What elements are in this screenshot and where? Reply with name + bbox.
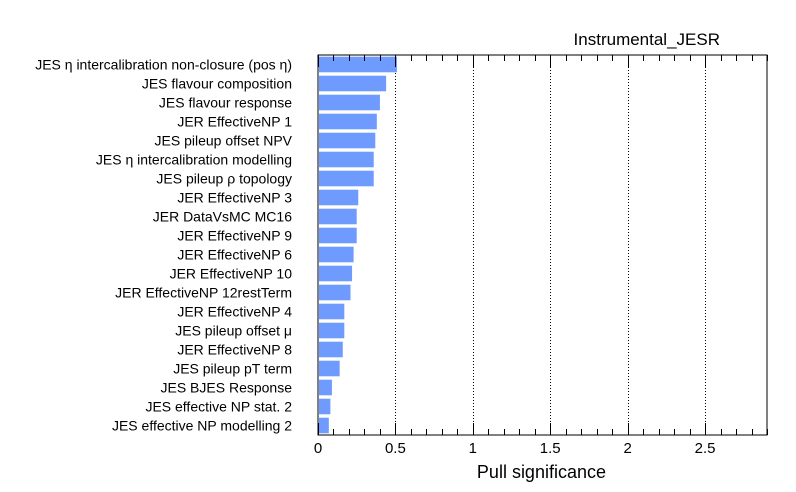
category-label: JES η intercalibration modelling [96,152,292,168]
category-label: JES effective NP modelling 2 [112,418,292,434]
bar [319,151,374,168]
bar [319,284,351,301]
category-label: JER EffectiveNP 9 [177,228,292,244]
bar [319,227,357,244]
x-tick-labels: 0 0.5 1 1.5 2 2.5 [314,440,716,457]
bar [319,341,343,358]
category-label: JER EffectiveNP 3 [177,190,292,206]
category-label: JES pileup offset μ [175,323,292,339]
category-label: JES BJES Response [160,380,292,396]
category-label: JER EffectiveNP 1 [177,114,292,130]
x-tick-label: 1.5 [540,440,561,457]
category-label: JES flavour response [159,95,292,111]
bar [319,132,376,149]
bar [319,303,345,320]
bar [319,417,329,434]
category-label: JER EffectiveNP 10 [170,266,293,282]
bar [319,170,374,187]
category-labels: JES η intercalibration non-closure (pos … [35,57,292,434]
bar [319,379,332,396]
bar [319,75,387,92]
x-tick-label: 2 [623,440,631,457]
bar [319,398,331,415]
chart-title: Instrumental_JESR [574,30,720,49]
grid-lines [395,55,706,435]
plot-frame [317,54,768,436]
x-tick-label: 2.5 [695,440,716,457]
category-label: JER EffectiveNP 8 [177,342,292,358]
bar [319,208,357,225]
x-axis-label: Pull significance [477,462,606,482]
bar [319,360,340,377]
category-label: JER EffectiveNP 4 [177,304,292,320]
category-label: JES η intercalibration non-closure (pos … [35,57,292,73]
bar [319,189,359,206]
category-label: JES flavour composition [142,76,292,92]
bar [319,94,380,111]
bar [319,265,353,282]
category-label: JER EffectiveNP 6 [177,247,292,263]
category-label: JES pileup offset NPV [155,133,293,149]
bar [319,113,377,130]
bar [319,322,345,339]
category-label: JES pileup pT term [173,361,292,377]
category-label: JES pileup ρ topology [156,171,292,187]
x-tick-label: 0 [314,440,322,457]
category-label: JES effective NP stat. 2 [145,399,292,415]
x-tick-label: 0.5 [385,440,406,457]
bars [319,56,397,434]
category-label: JER DataVsMC MC16 [153,209,292,225]
bar [319,56,397,73]
x-tick-label: 1 [469,440,477,457]
category-label: JER EffectiveNP 12restTerm [115,285,292,301]
bar [319,246,354,263]
axis-ticks [318,55,768,435]
